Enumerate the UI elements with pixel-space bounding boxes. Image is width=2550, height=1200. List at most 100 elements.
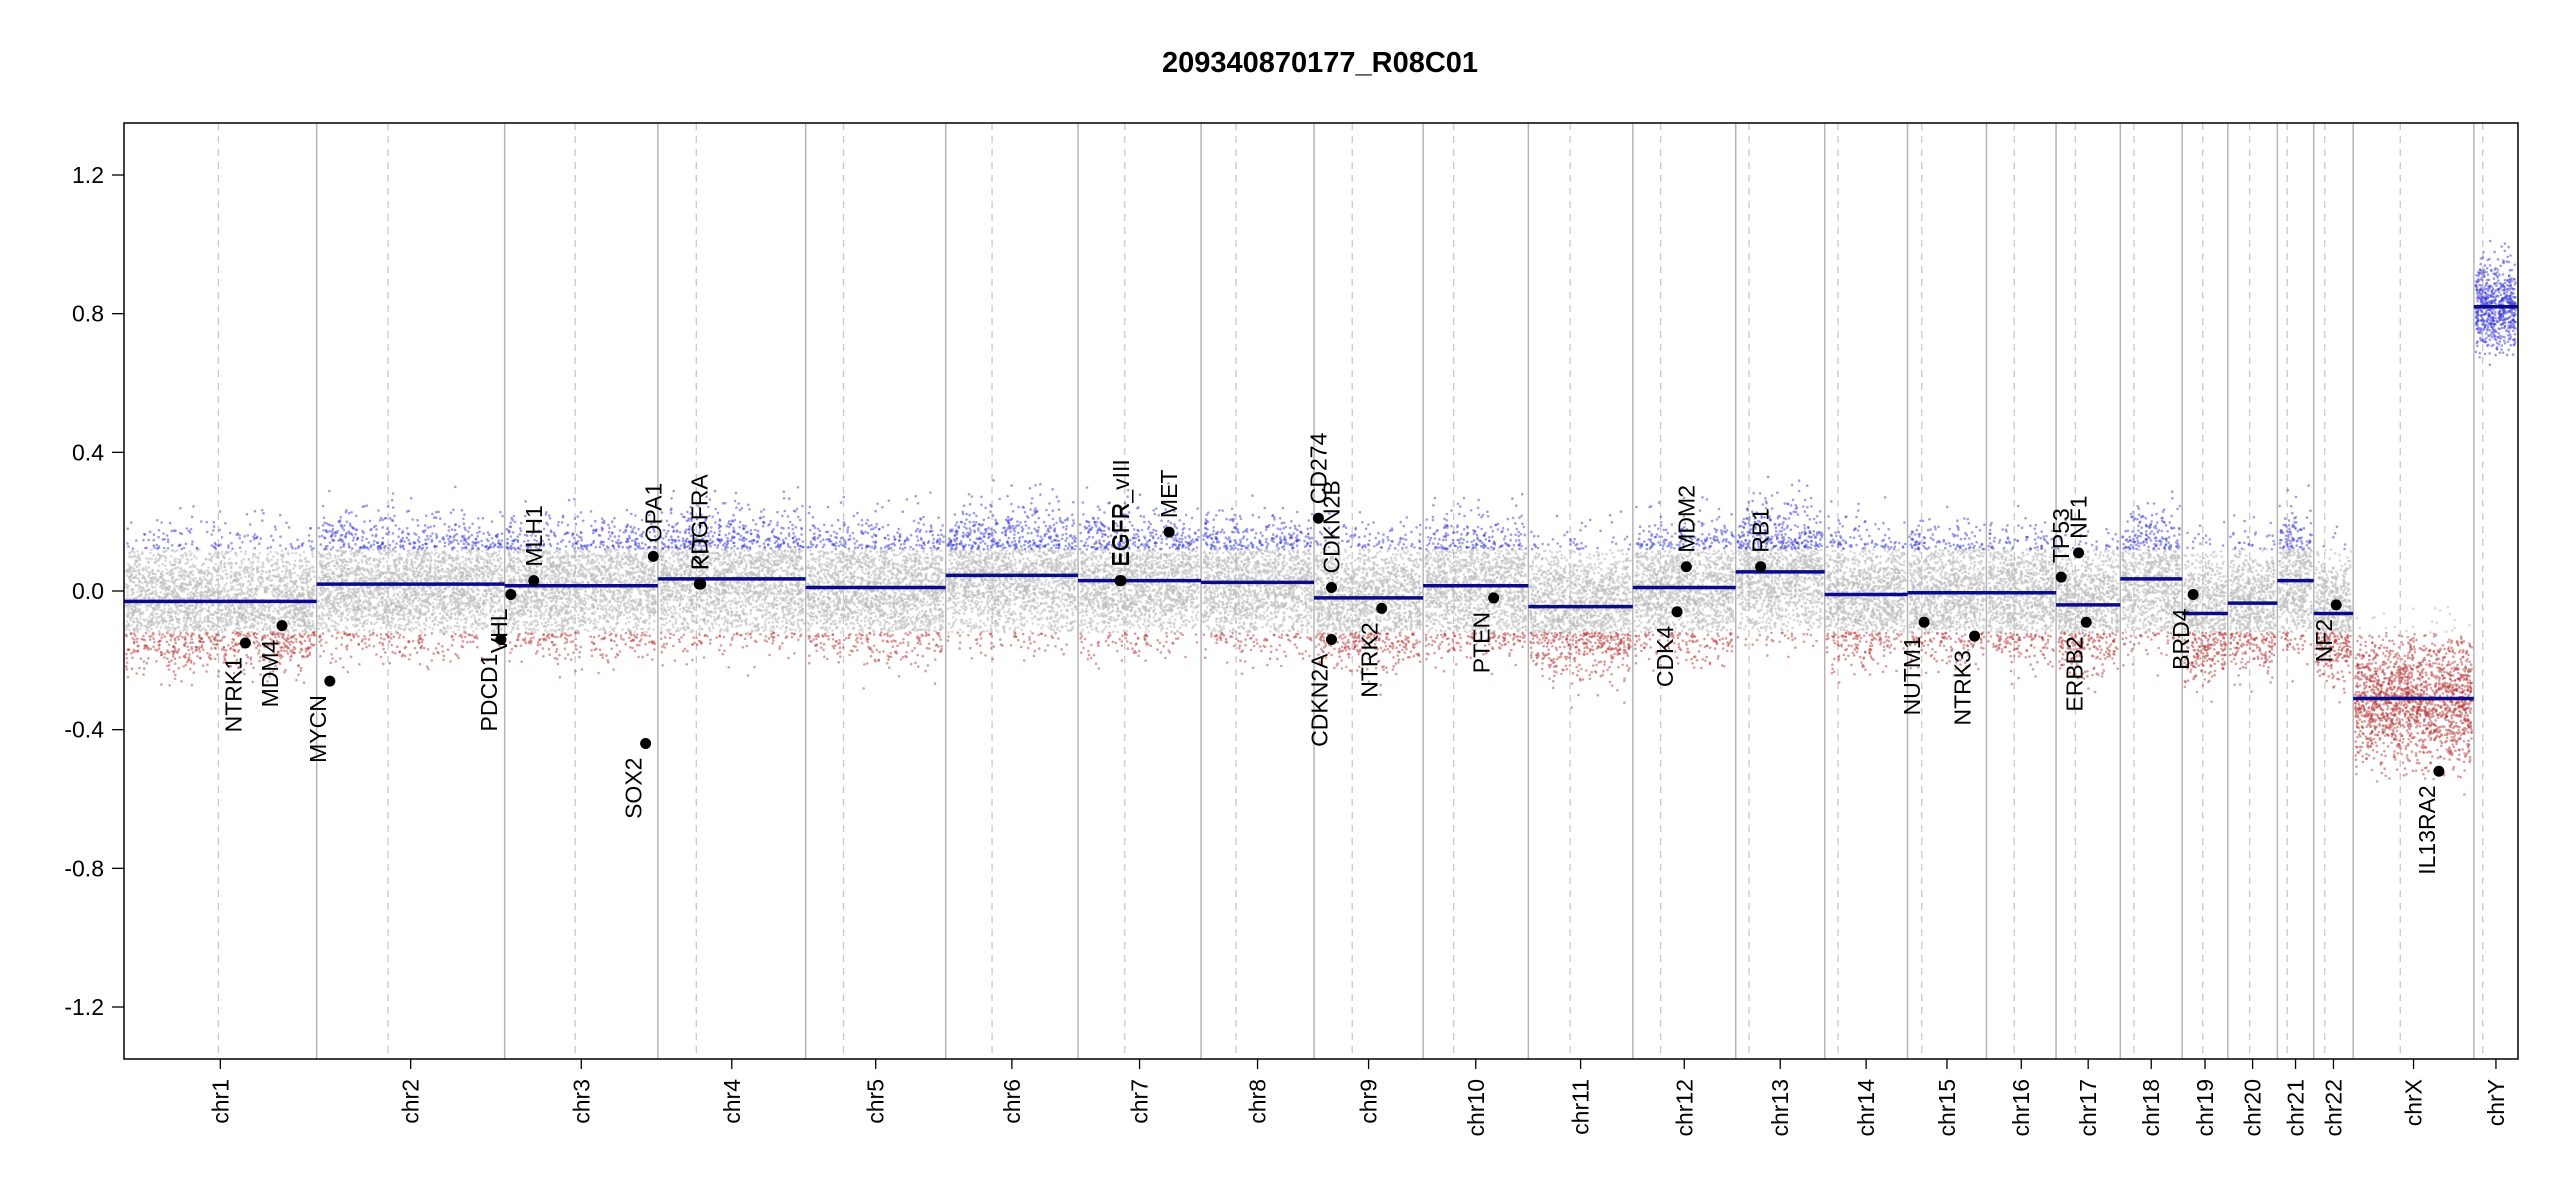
probe-point [339,515,343,519]
probe-point [488,572,491,575]
probe-point [198,636,202,640]
probe-point [348,532,351,535]
probe-point [412,627,416,631]
probe-point [331,524,334,527]
probe-point [251,560,255,564]
probe-point [368,644,371,647]
probe-point [305,580,308,584]
probe-point [288,593,292,596]
probe-point [164,620,168,624]
probe-point [173,638,177,642]
probe-point [154,561,157,564]
probe-point [379,633,383,636]
probe-point [208,636,211,640]
probe-point [382,637,386,641]
probe-point [339,657,342,660]
probe-point [337,614,341,618]
probe-point [244,550,247,553]
probe-point [454,558,458,562]
probe-point [487,555,491,558]
probe-point [129,521,133,524]
probe-point [191,578,195,582]
probe-point [271,631,275,634]
probe-point [266,578,270,582]
probe-point [406,587,410,590]
probe-point [252,624,255,628]
probe-point [416,524,420,527]
probe-point [251,613,254,617]
probe-point [260,605,263,609]
probe-point [179,577,182,581]
probe-point [248,575,251,578]
probe-point [176,557,179,561]
probe-point [499,557,503,561]
probe-point [208,653,212,656]
probe-point [144,631,148,635]
probe-point [471,522,475,526]
probe-point [216,653,219,656]
probe-point [290,626,294,629]
probe-point [454,523,458,526]
probe-point [452,630,455,634]
probe-point [311,552,314,555]
probe-point [411,639,415,643]
probe-point [307,539,311,543]
probe-point [173,645,176,649]
probe-point [489,596,493,600]
probe-point [153,640,156,644]
probe-point [195,612,198,616]
probe-point [329,548,333,551]
probe-point [271,555,275,558]
probe-point [318,640,322,644]
probe-point [224,649,228,652]
probe-point [171,563,175,567]
probe-point [264,570,268,574]
probe-point [200,586,204,589]
probe-point [303,621,307,625]
probe-point [497,572,501,576]
probe-point [319,654,322,658]
probe-point [190,637,194,641]
probe-point [424,538,427,542]
probe-point [142,611,145,614]
probe-point [132,617,135,620]
probe-point [469,567,472,571]
probe-point [288,616,292,620]
probe-point [212,566,216,569]
probe-point [168,561,172,564]
probe-point [152,554,155,557]
probe-point [129,652,133,655]
probe-point [234,574,237,578]
probe-point [308,567,311,571]
probe-point [408,653,412,656]
probe-point [186,625,189,629]
probe-point [169,563,173,567]
probe-point [446,648,450,651]
probe-point [405,568,409,572]
probe-point [434,548,437,551]
probe-point [422,560,426,564]
probe-point [238,570,241,574]
probe-point [168,651,171,654]
probe-point [262,512,265,515]
probe-point [331,634,334,638]
probe-point [286,637,289,640]
probe-point [382,557,385,561]
probe-point [491,574,494,578]
probe-point [182,546,186,550]
probe-point [126,612,129,615]
probe-point [145,603,149,607]
probe-point [313,575,316,578]
probe-point [246,590,249,594]
probe-point [145,593,148,597]
probe-point [343,563,347,567]
probe-point [481,628,485,631]
probe-point [126,675,130,679]
probe-point [326,596,329,599]
probe-point [357,573,361,576]
probe-point [129,575,132,578]
probe-point [223,589,226,593]
probe-point [209,572,212,575]
probe-point [130,667,134,670]
probe-point [145,626,149,629]
